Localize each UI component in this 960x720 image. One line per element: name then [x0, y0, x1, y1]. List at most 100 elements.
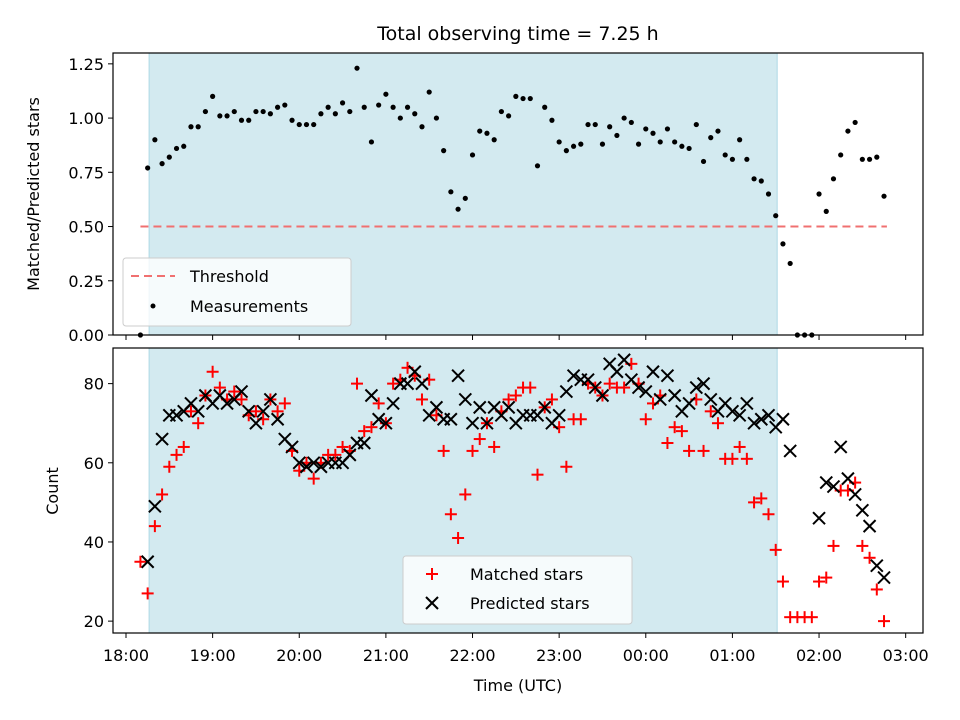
measurement-point: [238, 117, 245, 123]
matched-star-point: [163, 460, 176, 473]
x-tick-label: 18:00: [103, 646, 149, 665]
matched-star-point: [726, 452, 739, 465]
bottom-y-tick-label: 20: [84, 612, 104, 631]
predicted-star-point: [242, 404, 256, 419]
matched-star-point: [365, 421, 378, 434]
matched-star-point: [733, 440, 746, 453]
matched-star-point: [387, 377, 400, 390]
measurement-point: [737, 137, 743, 143]
matched-star-point: [473, 433, 486, 446]
matched-star-point: [444, 508, 457, 521]
top-axes-frame: [112, 52, 924, 336]
measurement-point: [570, 143, 577, 149]
measurement-point: [339, 100, 346, 106]
top-y-tick-label: 0.00: [68, 326, 104, 345]
matched-star-point: [748, 496, 761, 509]
measurement-point: [607, 124, 613, 130]
legend-predicted-swatch: [425, 596, 439, 610]
measurement-point: [859, 156, 865, 162]
measurement-point: [708, 135, 714, 141]
measurement-point: [173, 145, 180, 152]
bottom-y-tick-label: 60: [84, 454, 104, 473]
matched-star-point: [329, 448, 342, 461]
legend-measurements-label: Measurements: [190, 297, 308, 316]
measurement-point: [159, 161, 165, 167]
predicted-star-point: [747, 416, 761, 430]
x-tick-label: 20:00: [276, 646, 322, 665]
top-x-ticks: [125, 335, 907, 340]
matched-star-point: [184, 405, 197, 418]
predicted-stars-series: [140, 353, 891, 585]
measurement-point: [210, 93, 216, 99]
matched-star-point: [271, 405, 284, 418]
matched-star-point: [805, 611, 818, 624]
legend-measurements-swatch: [150, 303, 156, 309]
predicted-star-point: [408, 365, 422, 379]
predicted-star-point: [761, 408, 776, 422]
measurement-point: [289, 117, 295, 123]
matched-star-point: [776, 575, 789, 588]
measurement-point: [830, 176, 837, 182]
measurement-point: [744, 156, 750, 162]
measurement-point: [347, 108, 353, 115]
measurement-point: [729, 156, 736, 162]
top-y-label: Matched/Predicted stars: [24, 97, 43, 291]
predicted-star-point: [877, 570, 891, 585]
matched-star-point: [856, 539, 869, 552]
measurement-point: [332, 111, 338, 117]
predicted-star-point: [660, 369, 675, 383]
predicted-star-point: [559, 384, 574, 399]
measurement-point: [404, 104, 411, 110]
predicted-star-point: [566, 369, 581, 383]
measurement-point: [542, 104, 548, 110]
top-y-tick-label: 0.50: [68, 218, 104, 237]
matched-star-point: [278, 397, 291, 410]
measurements-series: [137, 65, 887, 338]
measurement-point: [217, 113, 223, 119]
x-tick-label: 23:00: [536, 646, 582, 665]
predicted-star-point: [501, 400, 516, 415]
predicted-star-point: [140, 555, 155, 569]
measurement-point: [816, 191, 822, 197]
measurement-point: [650, 130, 656, 136]
measurement-point: [513, 93, 519, 99]
predicted-star-point: [538, 400, 552, 415]
matched-star-point: [574, 413, 587, 426]
predicted-star-point: [314, 460, 328, 474]
matched-star-point: [459, 488, 472, 501]
measurement-point: [462, 195, 468, 201]
predicted-star-point: [631, 380, 646, 395]
predicted-star-point: [819, 475, 833, 490]
measurement-point: [325, 104, 331, 110]
x-tick-label: 00:00: [623, 646, 669, 665]
matched-star-point: [769, 543, 782, 556]
predicted-star-point: [704, 392, 718, 407]
measurement-point: [195, 124, 201, 130]
matched-star-point: [452, 532, 465, 544]
predicted-star-point: [270, 412, 285, 426]
matched-star-point: [524, 381, 537, 394]
predicted-star-point: [833, 440, 848, 454]
measurement-point: [534, 163, 541, 169]
predicted-star-point: [306, 456, 321, 470]
matched-star-point: [148, 520, 161, 533]
predicted-star-point: [855, 503, 870, 517]
measurement-point: [188, 124, 194, 130]
bottom-panel: 20 40 60 80 18:00 19:00 20:00 21:00 22:00 23:00 0…: [43, 347, 929, 695]
predicted-star-point: [444, 412, 458, 426]
matched-star-point: [249, 405, 262, 418]
measurement-point: [383, 91, 389, 97]
measurement-point: [881, 193, 887, 199]
matched-star-point: [170, 448, 183, 461]
predicted-star-point: [155, 432, 169, 446]
measurement-point: [527, 95, 533, 102]
predicted-star-point: [848, 487, 862, 502]
matched-star-point: [618, 381, 631, 394]
top-legend: Threshold Measurements: [122, 257, 352, 327]
measurement-point: [628, 119, 634, 126]
matched-star-point: [351, 377, 364, 390]
predicted-star-point: [371, 412, 386, 426]
predicted-star-point: [682, 396, 696, 411]
top-panel: Total observing time = 7.25 h 0.000.250.…: [24, 23, 924, 345]
measurement-point: [166, 154, 172, 160]
